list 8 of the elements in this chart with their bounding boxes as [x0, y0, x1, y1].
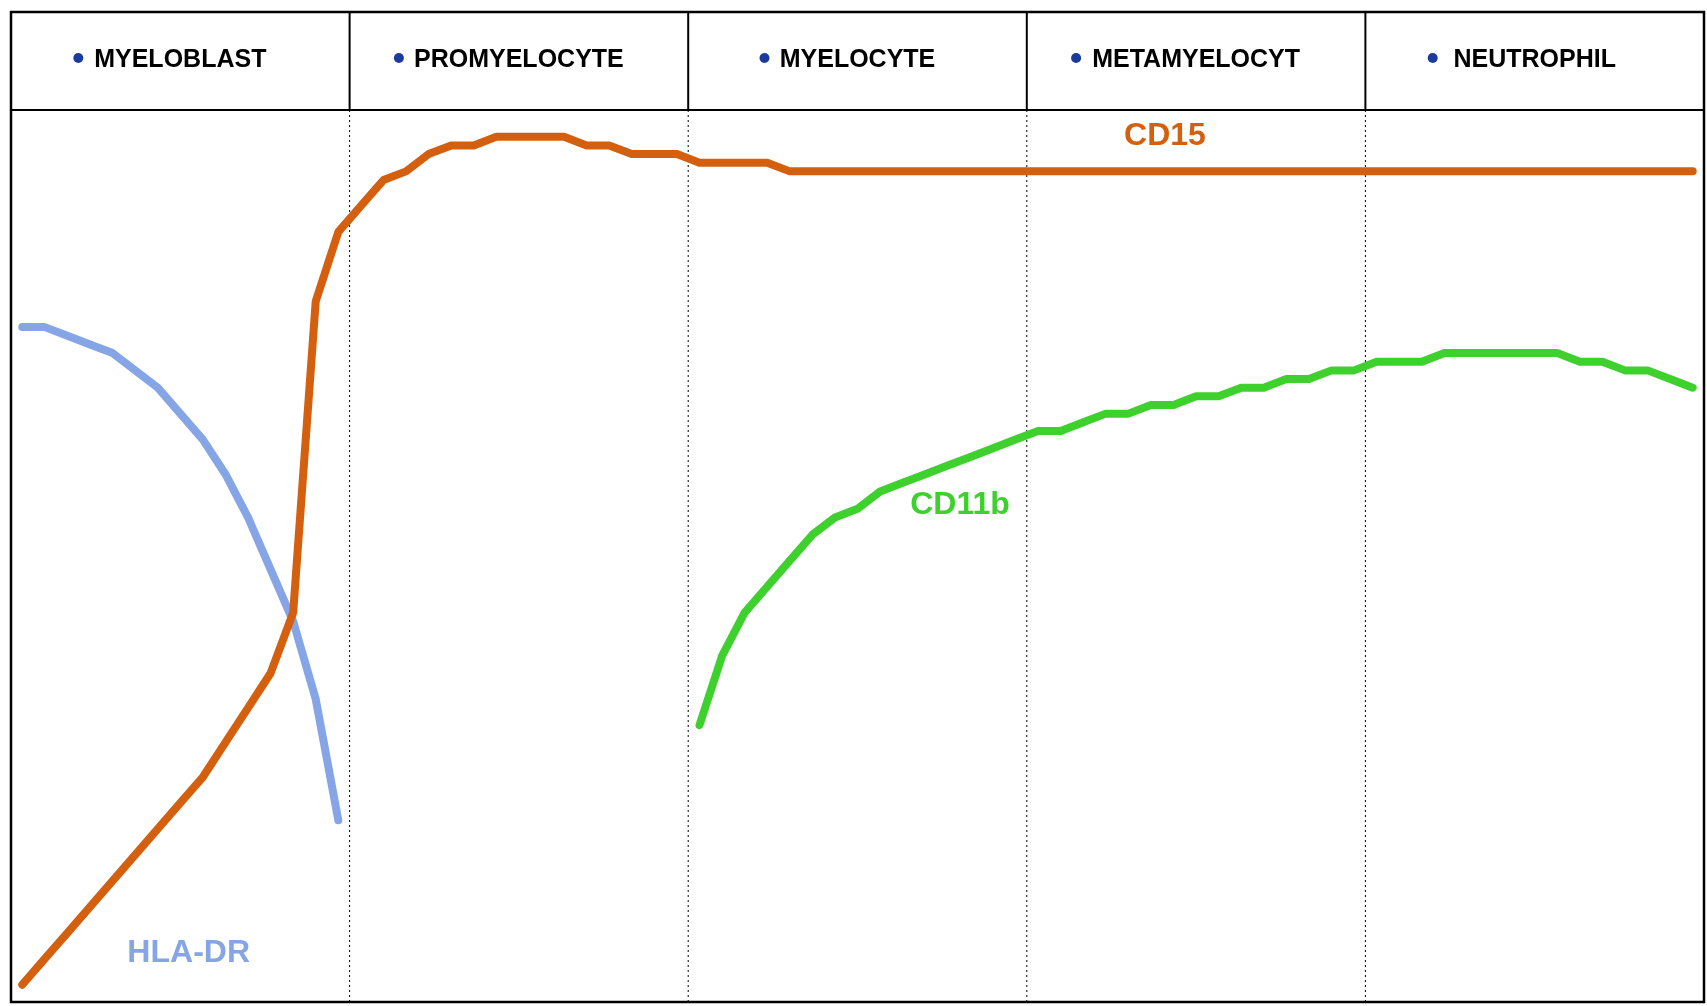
text: HLA-DR — [127, 933, 250, 969]
series-label: CD15 — [1124, 116, 1206, 152]
x-tick-label: PROMYELOCYTE — [414, 44, 624, 72]
x-tick-label: METAMYELOCYT — [1092, 44, 1301, 72]
x-tick-label: MYELOCYTE — [779, 44, 936, 72]
series-label: CD11b — [910, 485, 1010, 521]
x-tick-label: NEUTROPHIL — [1453, 44, 1616, 72]
x-tick-label: MYELOBLAST — [94, 44, 267, 72]
